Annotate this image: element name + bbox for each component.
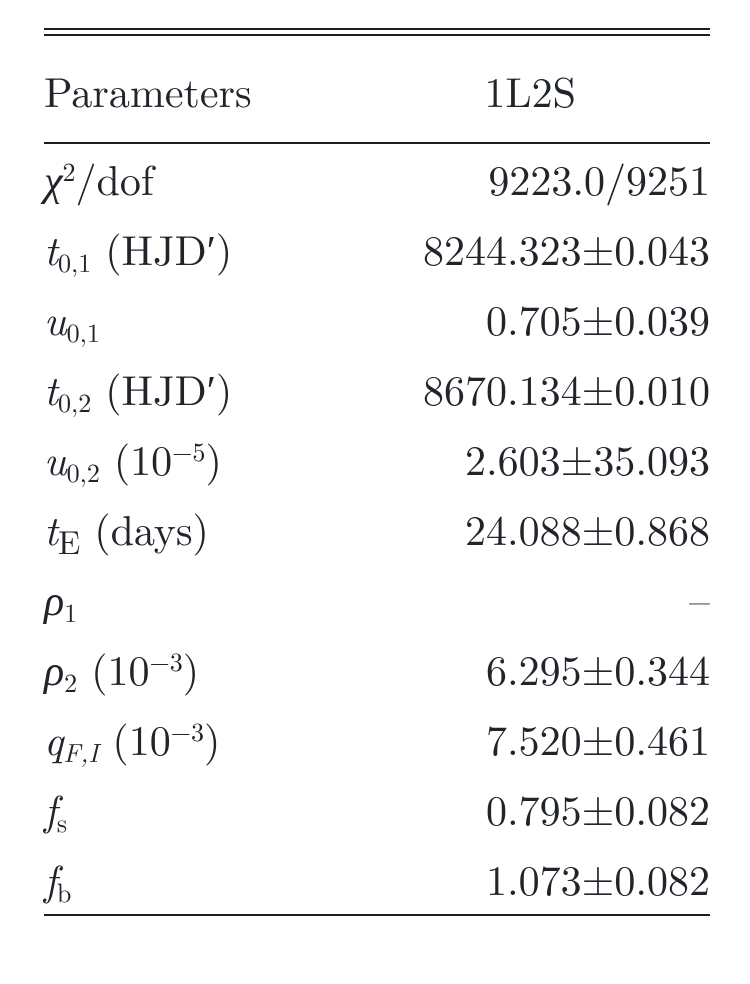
fb-sub: b [57,873,71,910]
f-symbol: f [44,849,57,908]
table-row: qF,I (10−3) 7.520±0.461 [44,704,710,774]
param-rho2: ρ2 (10−3) [44,634,350,704]
chi-symbol: χ [44,149,62,208]
t01-unit: (HJD′) [91,219,232,278]
value-fb: 1.073±0.082 [350,844,710,915]
value-qFI: 7.520±0.461 [350,704,710,774]
table-row: fb 1.073±0.082 [44,844,710,915]
table-container: Parameters 1L2S χ2/dof 9223.0/9251 t0,1 … [0,0,750,936]
t-symbol: t [44,219,58,278]
rho2-sub: 2 [64,663,77,700]
tE-unit: (days) [80,499,209,558]
table-row: tE (days) 24.088±0.868 [44,494,710,564]
chi-sup: 2 [62,152,75,189]
value-chi2-dof: 9223.0/9251 [350,144,710,214]
u02-unit-sup: −5 [172,432,205,469]
table-row: u0,1 0.705±0.039 [44,284,710,354]
table-row: ρ2 (10−3) 6.295±0.344 [44,634,710,704]
rho2-unit-b: ) [183,639,199,698]
header-parameters: Parameters [44,35,350,143]
rho1-sub: 1 [64,593,77,630]
param-t01: t0,1 (HJD′) [44,214,350,284]
param-chi2-dof: χ2/dof [44,144,350,214]
qFI-unit-sup: −3 [171,712,204,749]
table-row: t0,2 (HJD′) 8670.134±0.010 [44,354,710,424]
value-u02: 2.603±35.093 [350,424,710,494]
q-symbol: q [44,709,63,768]
rho-symbol: ρ [44,569,64,628]
t02-sub: 0,2 [58,383,91,420]
param-tE: tE (days) [44,494,350,564]
param-qFI: qF,I (10−3) [44,704,350,774]
u01-sub: 0,1 [67,313,100,350]
parameters-table: Parameters 1L2S χ2/dof 9223.0/9251 t0,1 … [44,28,710,916]
t-symbol: t [44,359,58,418]
value-tE: 24.088±0.868 [350,494,710,564]
param-fb: fb [44,844,350,915]
table-row: ρ1 – [44,564,710,634]
t02-unit: (HJD′) [91,359,232,418]
table-row: fs 0.795±0.082 [44,774,710,844]
header-row: Parameters 1L2S [44,35,710,143]
tE-sub: E [58,518,80,564]
bottom-rule [44,915,710,916]
value-fs: 0.795±0.082 [350,774,710,844]
chi-tail: /dof [76,149,154,208]
table-row: t0,1 (HJD′) 8244.323±0.043 [44,214,710,284]
rho2-unit-a: (10 [77,639,149,698]
param-u01: u0,1 [44,284,350,354]
u02-sub: 0,2 [67,453,100,490]
u02-unit-a: (10 [100,429,172,488]
value-rho2: 6.295±0.344 [350,634,710,704]
qFI-sub: F,I [63,733,98,770]
t-symbol: t [44,499,58,558]
t01-sub: 0,1 [58,243,91,280]
param-t02: t0,2 (HJD′) [44,354,350,424]
table-row: χ2/dof 9223.0/9251 [44,144,710,214]
header-1l2s: 1L2S [350,35,710,143]
u-symbol: u [44,429,67,488]
rho-symbol: ρ [44,639,64,698]
value-rho1: – [350,564,710,634]
value-t02: 8670.134±0.010 [350,354,710,424]
value-t01: 8244.323±0.043 [350,214,710,284]
param-rho1: ρ1 [44,564,350,634]
qFI-unit-b: ) [204,709,220,768]
value-u01: 0.705±0.039 [350,284,710,354]
param-u02: u0,2 (10−5) [44,424,350,494]
u02-unit-b: ) [205,429,221,488]
qFI-unit-a: (10 [98,709,170,768]
fs-sub: s [57,803,67,840]
u-symbol: u [44,289,67,348]
param-fs: fs [44,774,350,844]
f-symbol: f [44,779,57,838]
table-row: u0,2 (10−5) 2.603±35.093 [44,424,710,494]
rho2-unit-sup: −3 [150,642,183,679]
